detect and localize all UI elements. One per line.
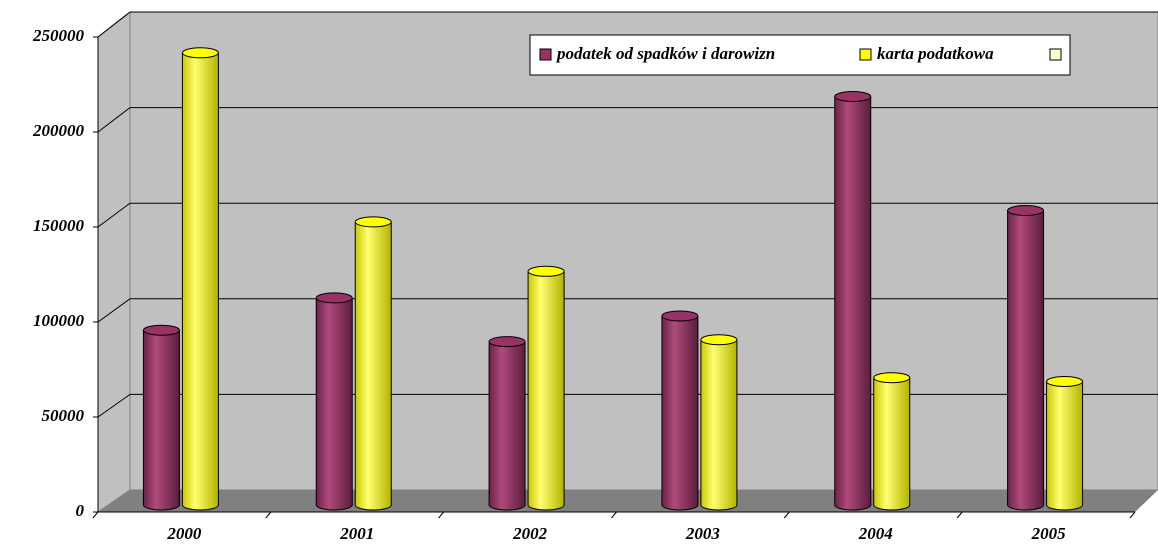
bar-body [316,297,353,505]
x-tick [438,511,445,519]
legend-label: podatek od spadków i darowizn [555,44,775,63]
bar-top [181,47,219,59]
x-tick-label: 2005 [1031,524,1067,543]
grid-line-side [97,393,131,418]
bar [873,372,911,511]
back-wall [129,11,1158,491]
x-tick-label: 2003 [685,524,721,543]
x-tick [265,511,272,519]
grid-line-side [97,11,131,38]
bar [354,216,392,511]
x-tick-label: 2004 [858,524,893,543]
bar-body [700,339,737,505]
bar [488,336,526,511]
bar-top [527,265,565,277]
bar [527,265,565,511]
bar-top [354,216,392,228]
bar-body [182,52,219,506]
y-tick-label: 50000 [42,406,85,425]
bars [142,47,1084,511]
bar-body [873,377,910,505]
legend [529,34,1071,76]
grid-line-side [97,202,131,228]
side-wall [97,10,131,513]
x-tick-label: 2000 [166,524,202,543]
x-tick [956,511,963,519]
x-tick-label: 2002 [512,524,548,543]
bar [142,324,180,511]
y-tick-label: 250000 [32,26,85,45]
bar-body [834,96,871,505]
bar-body [489,341,526,505]
y-tick-label: 100000 [33,311,85,330]
bar-top [142,324,180,336]
bar [700,334,738,511]
bar-top [873,372,911,384]
grid-line-side [97,107,131,133]
bar-top [315,292,353,304]
bar-body [528,271,565,505]
y-tick-label: 0 [76,501,85,520]
legend-swatch [539,48,552,61]
bar-top [1046,376,1084,387]
legend-swatch [1049,48,1062,61]
bar-top [834,91,872,102]
y-tick-label: 200000 [32,121,85,140]
bar [834,91,872,511]
legend-entries: podatek od spadków i darowizn karta podat… [539,44,994,63]
x-tick [611,511,617,519]
bar [1046,376,1084,511]
bar [661,310,699,511]
bar [315,292,353,511]
bar-body [1046,381,1083,505]
bar-top [700,334,738,346]
bar-top [488,336,526,348]
x-tick-label: 2001 [339,524,374,543]
bar-top [1007,205,1045,216]
legend-label: karta podatkowa [877,44,994,63]
bar-body [1007,210,1044,505]
bar-body [661,315,698,505]
grid [97,11,1158,418]
bar [181,47,219,511]
bar-body [355,221,392,505]
x-tick [783,511,790,519]
x-tick [92,511,99,519]
floor [98,490,1158,512]
grid-line-side [97,298,131,323]
bar-top [661,310,699,322]
bar-body [143,330,180,505]
x-tick [1129,511,1136,519]
y-tick-label: 150000 [33,216,85,235]
legend-swatch [859,48,872,61]
bar [1007,205,1045,511]
